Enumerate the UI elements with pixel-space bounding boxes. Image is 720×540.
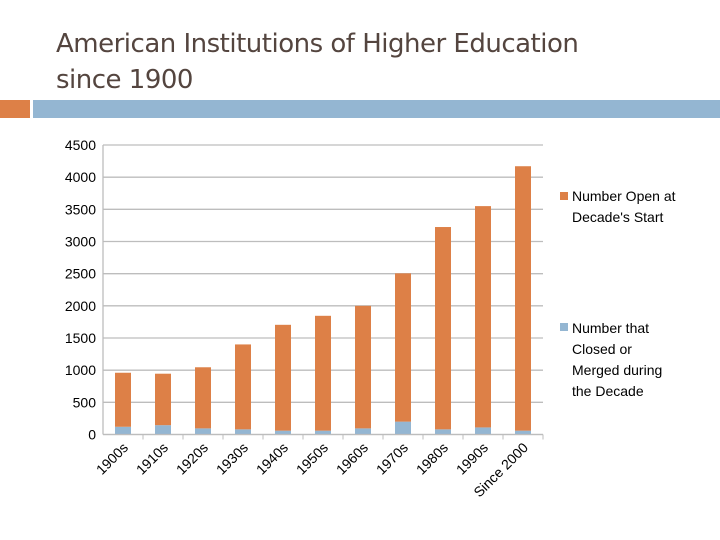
- y-tick-label: 3500: [65, 201, 96, 217]
- y-tick-label: 3000: [65, 234, 96, 250]
- x-tick-label: 1980s: [413, 439, 451, 477]
- bar-closed-merged: [275, 430, 291, 435]
- accent-bar-orange: [0, 100, 30, 118]
- bar-closed-merged: [475, 427, 491, 435]
- bar-open: [355, 305, 371, 429]
- y-tick-label: 1000: [65, 362, 96, 378]
- y-tick-label: 2500: [65, 266, 96, 282]
- y-tick-label: 4500: [65, 137, 96, 153]
- x-tick-label: 1950s: [293, 439, 331, 477]
- bar-open: [275, 324, 291, 431]
- bar-open: [515, 166, 531, 431]
- bar-open: [235, 344, 251, 430]
- bar-closed-merged: [315, 430, 331, 435]
- x-tick-label: 1900s: [93, 439, 131, 477]
- bar-closed-merged: [115, 426, 131, 435]
- title-line-1: American Institutions of Higher Educatio…: [56, 29, 579, 59]
- bar-closed-merged: [395, 421, 411, 435]
- bar-open: [155, 373, 171, 426]
- legend-swatch-open: [560, 192, 568, 200]
- x-tick-label: 1990s: [453, 439, 491, 477]
- legend-swatch-closed: [560, 323, 568, 331]
- bar-closed-merged: [235, 429, 251, 435]
- legend-label-open: Number Open at Decade's Start: [572, 188, 676, 225]
- y-tick-label: 4000: [65, 169, 96, 185]
- x-tick-label: 1910s: [133, 439, 171, 477]
- bar-open: [435, 227, 451, 430]
- y-tick-label: 2000: [65, 298, 96, 314]
- x-tick-label: 1920s: [173, 439, 211, 477]
- slide-title: American Institutions of Higher Educatio…: [56, 26, 579, 98]
- bar-closed-merged: [355, 428, 371, 435]
- y-tick-label: 500: [73, 394, 97, 410]
- x-tick-label: 1930s: [213, 439, 251, 477]
- title-line-2: since 1900: [56, 65, 193, 95]
- bar-open: [195, 367, 211, 429]
- bar-open: [475, 206, 491, 428]
- x-tick-label: 1970s: [373, 439, 411, 477]
- bar-open: [115, 372, 131, 427]
- bar-open: [315, 315, 331, 431]
- bar-closed-merged: [155, 425, 171, 435]
- x-tick-label: 1940s: [253, 439, 291, 477]
- y-tick-label: 0: [88, 427, 96, 443]
- bar-closed-merged: [515, 430, 531, 435]
- bar-closed-merged: [195, 428, 211, 435]
- accent-bar-blue: [33, 100, 720, 118]
- bar-closed-merged: [435, 429, 451, 435]
- bar-open: [395, 273, 411, 422]
- x-tick-label: 1960s: [333, 439, 371, 477]
- y-tick-label: 1500: [65, 330, 96, 346]
- legend-label-closed: Number that Closed or Merged during the …: [572, 320, 663, 399]
